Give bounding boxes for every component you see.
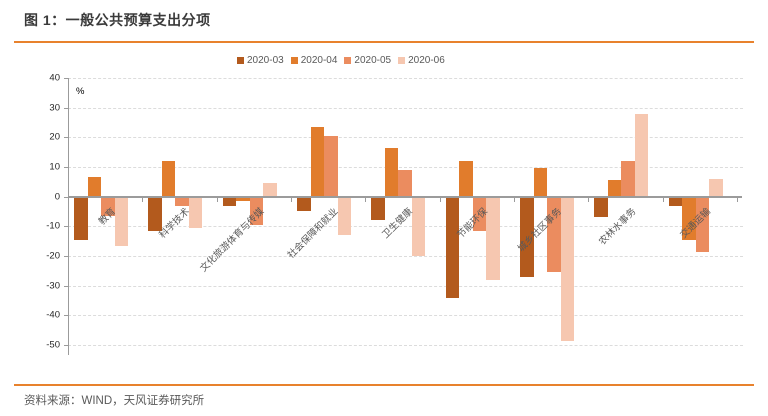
legend-label: 2020-05 [354,55,392,66]
y-axis-tick [64,107,68,109]
chart-legend: 2020-03 2020-04 2020-05 2020-06 [237,55,445,66]
y-gridline [68,315,743,317]
y-gridline [68,345,743,346]
y-axis-tick [64,315,68,317]
bar [101,196,115,216]
bar [188,196,203,228]
y-tick-label: 30 [49,102,60,114]
legend-label: 2020-04 [300,55,338,66]
y-axis-tick [64,167,68,168]
x-axis-tick [142,197,144,202]
y-gridline [68,78,743,79]
x-axis-tick [365,197,367,202]
bar [324,135,338,197]
bar [486,196,500,280]
legend-label: 2020-06 [408,55,445,66]
x-axis-tick [737,197,738,202]
y-tick-label: -10 [46,220,60,232]
bar [547,196,561,273]
category-label: 文化旅游体育与传媒 [198,205,267,275]
y-gridline [68,285,743,287]
y-axis-tick [64,285,68,287]
x-axis-tick [588,197,590,202]
y-gridline [68,256,743,257]
bar [114,196,128,246]
bar [74,196,88,240]
y-axis-tick [64,345,68,346]
legend-swatch [398,57,406,64]
bar [459,161,473,197]
legend-swatch [237,57,244,64]
bar [175,196,189,206]
x-axis-tick [514,197,515,202]
y-tick-label: -40 [46,309,60,321]
bar [337,196,351,236]
x-axis-tick [216,197,218,202]
y-axis-line [68,78,69,355]
y-tick-label: -30 [46,280,60,292]
legend-item: 2020-03 [237,55,284,66]
y-axis-tick [64,78,68,79]
x-axis-line [68,195,742,198]
y-gridline [68,107,743,109]
page-title: 图 1：一般公共预算支出分项 [24,12,211,28]
y-axis-tick [64,226,68,228]
title-divider [14,41,754,43]
bar [297,196,311,212]
x-axis-tick [439,197,441,202]
category-label: 社会保障和就业 [286,205,341,261]
x-axis-tick [662,197,664,202]
y-axis-tick [64,256,68,257]
bar [236,196,250,202]
bar [384,147,399,197]
bar [371,196,385,221]
bar [621,161,635,197]
y-axis-tick [64,137,68,139]
bar [87,177,101,197]
bar [222,196,237,206]
bar [533,168,547,197]
source-divider [14,384,754,386]
y-tick-label: -50 [46,339,60,351]
y-gridline [68,137,743,139]
bar [310,126,324,197]
x-axis-tick [291,197,292,202]
y-tick-label: 10 [49,161,60,173]
bar [594,196,608,218]
legend-swatch [344,57,352,64]
y-tick-label: 40 [49,72,60,84]
y-gridline [68,167,743,168]
y-tick-label: 0 [54,191,60,203]
legend-item: 2020-06 [398,55,445,66]
legend-item: 2020-05 [344,55,391,66]
bar [472,196,487,231]
y-gridline [68,226,743,228]
y-tick-label: 20 [49,131,60,143]
bar [445,196,460,298]
legend-item: 2020-04 [290,55,338,66]
y-axis-unit-label: % [76,86,85,97]
bar [560,196,574,341]
bar [161,161,176,197]
bar [520,196,534,277]
source-text: 资料来源：WIND，天风证券研究所 [24,395,205,407]
legend-label: 2020-03 [247,55,284,66]
bar [249,196,264,225]
bar [695,196,710,252]
legend-swatch [290,57,298,64]
bar [634,113,649,197]
bar [709,178,723,197]
bar [607,180,622,197]
bar [411,196,426,256]
bar [668,196,683,206]
bar [148,196,162,231]
x-axis-tick [68,197,69,202]
bar [398,169,412,197]
y-tick-label: -20 [46,250,60,262]
y-axis-tick [64,196,68,198]
bar [263,183,277,197]
bar [682,196,696,240]
